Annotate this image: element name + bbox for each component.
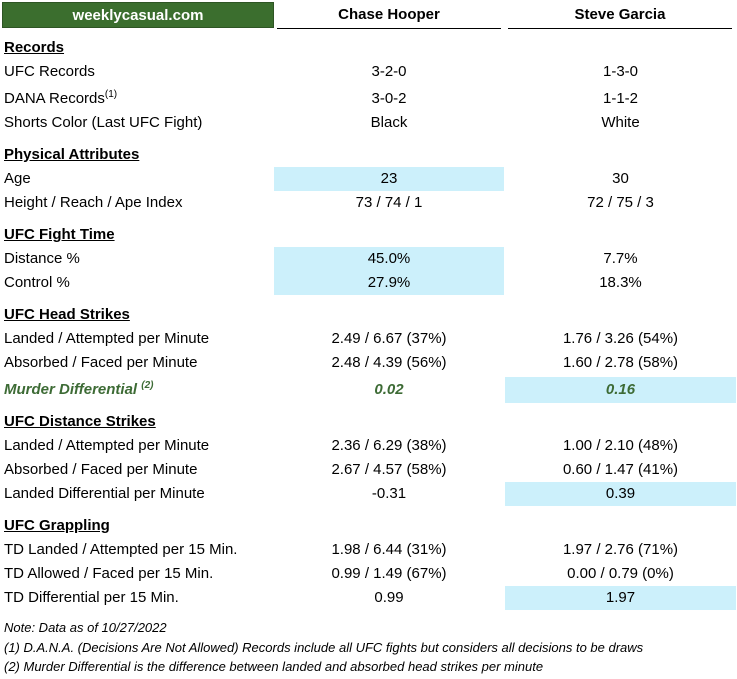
stat-row-td-allowed: TD Allowed / Faced per 15 Min. 0.99 / 1.… [0, 562, 737, 586]
fighter2-value: 1.97 [505, 586, 736, 610]
fighter1-value: 2.67 / 4.57 (58%) [331, 461, 447, 478]
section-distance-strikes: UFC Distance Strikes [0, 410, 737, 434]
fighter2-value: 30 [612, 170, 629, 187]
section-title: UFC Fight Time [4, 226, 115, 243]
section-title: Physical Attributes [4, 146, 140, 163]
fighter1-value: Black [370, 114, 408, 131]
stat-label: DANA Records(1) [4, 89, 118, 108]
stat-row-td-landed: TD Landed / Attempted per 15 Min. 1.98 /… [0, 538, 737, 562]
fighter2-value: 0.00 / 0.79 (0%) [567, 565, 674, 582]
section-head-strikes: UFC Head Strikes [0, 303, 737, 327]
fighter2-value: 0.16 [505, 377, 736, 403]
fighter1-value: -0.31 [371, 485, 407, 502]
stat-label: Murder Differential (2) [4, 380, 154, 399]
stat-label: TD Allowed / Faced per 15 Min. [4, 565, 214, 582]
section-records: Records [0, 36, 737, 60]
fighter1-value: 73 / 74 / 1 [355, 194, 423, 211]
stat-row-murder-differential: Murder Differential (2) 0.02 0.16 [0, 377, 737, 403]
fighter1-value: 27.9% [274, 271, 504, 295]
fighter2-value: 1.76 / 3.26 (54%) [562, 330, 679, 347]
stat-row-distance-pct: Distance % 45.0% 7.7% [0, 247, 737, 271]
fighter1-value: 0.02 [374, 381, 404, 398]
fighter1-value: 1.98 / 6.44 (31%) [331, 541, 447, 558]
fighter2-value: 1.97 / 2.76 (71%) [562, 541, 679, 558]
fighter2-value: 0.60 / 1.47 (41%) [562, 461, 679, 478]
stat-row-age: Age 23 30 [0, 167, 737, 191]
fighter1-value: 3-2-0 [371, 63, 407, 80]
fighter1-value: 2.36 / 6.29 (38%) [331, 437, 447, 454]
stat-row-td-differential: TD Differential per 15 Min. 0.99 1.97 [0, 586, 737, 610]
stat-row-control-pct: Control % 27.9% 18.3% [0, 271, 737, 295]
fighter1-name: Chase Hooper [277, 2, 501, 29]
stat-row-head-absorbed: Absorbed / Faced per Minute 2.48 / 4.39 … [0, 351, 737, 375]
footnote-1: (1) D.A.N.A. (Decisions Are Not Allowed)… [4, 640, 644, 655]
stat-label: Shorts Color (Last UFC Fight) [4, 114, 203, 131]
fighter2-value: 1.60 / 2.78 (58%) [562, 354, 679, 371]
footnote-2: (2) Murder Differential is the differenc… [4, 659, 544, 674]
footnote-ref: (2) [141, 380, 154, 391]
data-date-note: Note: Data as of 10/27/2022 [4, 620, 167, 635]
site-brand-badge: weeklycasual.com [2, 2, 274, 28]
stat-label: Landed / Attempted per Minute [4, 330, 210, 347]
fighter2-name: Steve Garcia [508, 2, 732, 29]
stat-label: TD Landed / Attempted per 15 Min. [4, 541, 238, 558]
fighter1-value: 2.48 / 4.39 (56%) [331, 354, 447, 371]
fighter1-value: 45.0% [274, 247, 504, 271]
stat-label: Control % [4, 274, 70, 291]
fighter1-value: 3-0-2 [371, 90, 407, 107]
fighter1-value: 23 [274, 167, 504, 191]
section-grappling: UFC Grappling [0, 514, 737, 538]
stat-label: Landed / Attempted per Minute [4, 437, 210, 454]
fighter2-value: 18.3% [599, 274, 642, 291]
stat-label: Distance % [4, 250, 80, 267]
stat-row-distance-absorbed: Absorbed / Faced per Minute 2.67 / 4.57 … [0, 458, 737, 482]
fighter2-value: White [601, 114, 640, 131]
fighter1-value: 2.49 / 6.67 (37%) [331, 330, 447, 347]
section-title: Records [4, 39, 65, 56]
stat-row-dana-records: DANA Records(1) 3-0-2 1-1-2 [0, 87, 737, 111]
section-fight-time: UFC Fight Time [0, 223, 737, 247]
stat-row-ufc-records: UFC Records 3-2-0 1-3-0 [0, 60, 737, 84]
stat-row-distance-landed: Landed / Attempted per Minute 2.36 / 6.2… [0, 434, 737, 458]
stat-label: Height / Reach / Ape Index [4, 194, 183, 211]
section-title: UFC Grappling [4, 517, 110, 534]
section-title: UFC Distance Strikes [4, 413, 156, 430]
fighter1-value: 0.99 [374, 589, 404, 606]
fighter2-value: 1-3-0 [602, 63, 639, 80]
stat-row-height-reach: Height / Reach / Ape Index 73 / 74 / 1 7… [0, 191, 737, 215]
fighter2-value: 1-1-2 [602, 90, 639, 107]
fighter2-value: 1.00 / 2.10 (48%) [562, 437, 679, 454]
stat-row-head-landed: Landed / Attempted per Minute 2.49 / 6.6… [0, 327, 737, 351]
stat-label: Absorbed / Faced per Minute [4, 461, 198, 478]
fighter2-value: 0.39 [505, 482, 736, 506]
stat-label: Landed Differential per Minute [4, 485, 205, 502]
section-title: UFC Head Strikes [4, 306, 130, 323]
footnote-ref: (1) [104, 89, 118, 100]
stat-row-distance-differential: Landed Differential per Minute -0.31 0.3… [0, 482, 737, 506]
stat-label: Absorbed / Faced per Minute [4, 354, 198, 371]
fighter2-value: 7.7% [603, 250, 638, 267]
section-physical: Physical Attributes [0, 143, 737, 167]
stat-label: Age [4, 170, 31, 187]
stat-label: TD Differential per 15 Min. [4, 589, 179, 606]
stat-row-shorts-color: Shorts Color (Last UFC Fight) Black Whit… [0, 111, 737, 135]
fighter2-value: 72 / 75 / 3 [587, 194, 654, 211]
fighter1-value: 0.99 / 1.49 (67%) [331, 565, 447, 582]
stat-label: UFC Records [4, 63, 95, 80]
